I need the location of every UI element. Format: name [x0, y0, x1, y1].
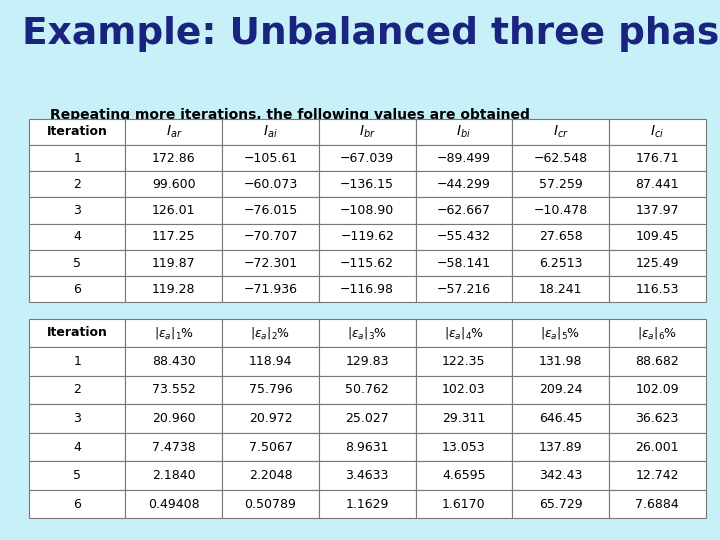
Text: Repeating more iterations, the following values are obtained: Repeating more iterations, the following… — [50, 108, 530, 122]
Text: Example: Unbalanced three phase load: Example: Unbalanced three phase load — [22, 16, 720, 52]
